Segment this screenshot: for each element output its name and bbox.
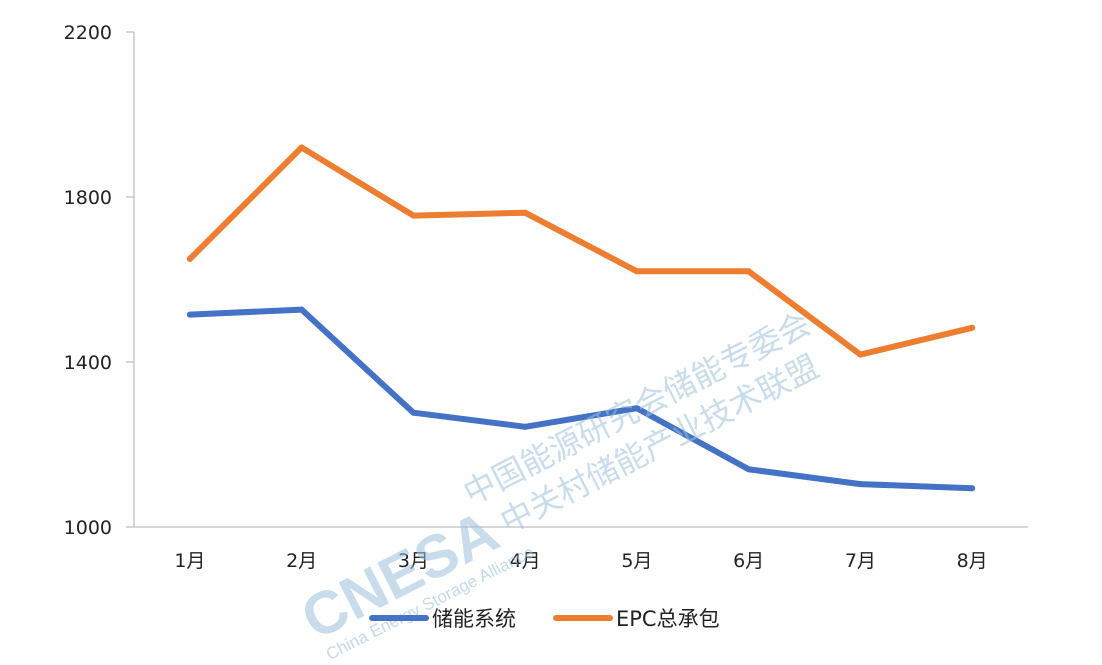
data-point: [522, 423, 529, 430]
x-tick-labels: 1月 2月 3月 4月 5月 6月 7月 8月: [174, 550, 987, 572]
x-tick-label: 3月: [398, 550, 429, 572]
x-tick-label: 8月: [957, 550, 988, 572]
data-point: [186, 255, 193, 262]
series-line-2: [186, 144, 976, 358]
y-tick-label: 2200: [64, 22, 112, 44]
data-point: [522, 209, 529, 216]
data-point: [410, 212, 417, 219]
y-tick-label: 1400: [64, 352, 112, 374]
data-point: [298, 306, 305, 313]
series-line-1: [186, 306, 976, 492]
x-tick-label: 7月: [845, 550, 876, 572]
data-point: [857, 481, 864, 488]
x-tick-label: 1月: [174, 550, 205, 572]
data-point: [298, 144, 305, 151]
legend-label: EPC总承包: [616, 607, 720, 631]
data-point: [857, 351, 864, 358]
y-tick-label: 1800: [64, 187, 112, 209]
x-tick-label: 4月: [510, 550, 541, 572]
data-point: [186, 311, 193, 318]
data-point: [969, 485, 976, 492]
y-tick-labels: 1000 1400 1800 2200: [64, 22, 134, 539]
y-tick-label: 1000: [64, 517, 112, 539]
x-tick-label: 6月: [733, 550, 764, 572]
data-point: [745, 466, 752, 473]
x-tick-label: 5月: [621, 550, 652, 572]
data-point: [633, 268, 640, 275]
legend: 储能系统 EPC总承包: [369, 607, 720, 631]
data-point: [969, 324, 976, 331]
legend-label: 储能系统: [432, 607, 516, 631]
series-lines: [186, 144, 976, 492]
x-tick-label: 2月: [286, 550, 317, 572]
axes: [133, 32, 1028, 528]
data-point: [410, 409, 417, 416]
data-point: [745, 268, 752, 275]
watermark: CNESA China Energy Storage Alliance 中国能源…: [291, 304, 825, 664]
data-point: [633, 405, 640, 412]
